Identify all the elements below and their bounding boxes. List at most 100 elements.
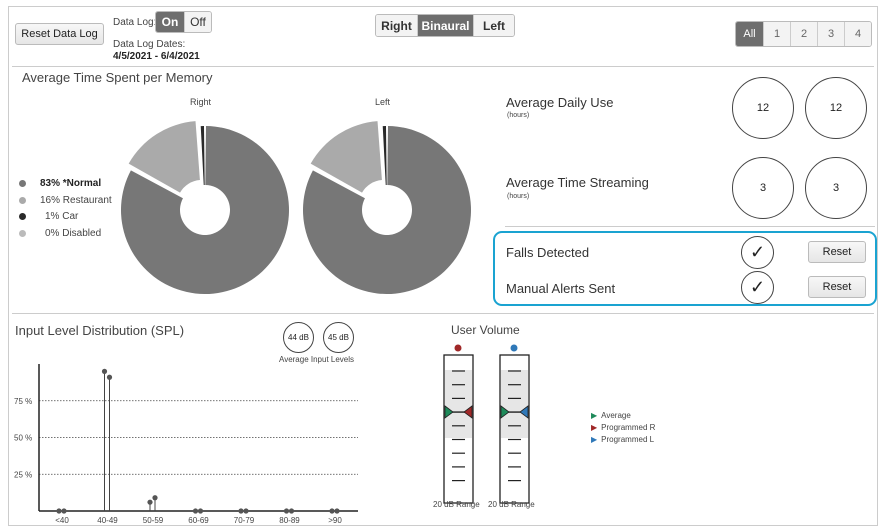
- data-log-off[interactable]: Off: [184, 12, 211, 32]
- legend-label: 0% Disabled: [45, 228, 102, 239]
- pie-slice-normal: [121, 126, 289, 295]
- pie-slice-restaurant: [128, 121, 200, 193]
- bar-point: [192, 508, 199, 514]
- legend-label: Programmed L: [601, 435, 655, 444]
- pie-slice-car: [382, 126, 387, 186]
- alerts-reset-button[interactable]: Reset: [808, 276, 866, 298]
- bar-point: [152, 495, 158, 501]
- data-log-label: Data Log:: [113, 17, 157, 28]
- x-tick-label: 50-59: [143, 516, 164, 525]
- pie-left-title: Left: [375, 97, 391, 107]
- data-log-toggle[interactable]: On Off: [155, 11, 212, 33]
- dashboard-frame: [8, 6, 878, 526]
- range-left-label: 20 dB Range: [488, 500, 535, 509]
- legend-average: ▶ Average: [591, 411, 631, 420]
- streaming-right: 3: [732, 157, 794, 219]
- bar-point: [283, 508, 290, 514]
- user-volume-sliders: [443, 344, 530, 504]
- programmed-marker-icon: [463, 405, 473, 419]
- memory-4[interactable]: 4: [844, 22, 871, 46]
- falls-check-icon: ✓: [741, 236, 774, 269]
- falls-reset-button[interactable]: Reset: [808, 241, 866, 263]
- y-tick-label: 75 %: [14, 397, 32, 406]
- pie-slice-restaurant: [310, 121, 382, 193]
- input-section-title: Input Level Distribution (SPL): [15, 323, 185, 338]
- legend-label: Average: [601, 411, 631, 420]
- daily-use-unit: (hours): [507, 112, 530, 119]
- bar-point: [147, 499, 153, 505]
- daily-use-title: Average Daily Use: [506, 95, 614, 110]
- memory-3[interactable]: 3: [817, 22, 844, 46]
- ear-left[interactable]: Left: [473, 15, 514, 36]
- divider: [505, 226, 875, 227]
- triangle-icon: ▶: [591, 411, 598, 420]
- legend-programmed-r: ▶ Programmed R: [591, 423, 655, 432]
- avg-input-right: 44 dB: [283, 322, 314, 353]
- user-volume-title: User Volume: [451, 323, 520, 337]
- legend-dot: [19, 197, 26, 204]
- legend-dot: [19, 230, 26, 237]
- average-marker-icon: [500, 405, 510, 419]
- legend-label: 83% *Normal: [40, 178, 102, 189]
- data-log-on[interactable]: On: [156, 12, 184, 32]
- legend-item-disabled: 0% Disabled: [19, 228, 101, 239]
- divider: [12, 313, 874, 314]
- y-tick-label: 50 %: [14, 434, 32, 443]
- pie-slice-normal: [303, 126, 471, 295]
- x-tick-label: >90: [328, 516, 342, 525]
- legend-dot: [19, 180, 26, 187]
- daily-use-left: 12: [805, 77, 867, 139]
- x-tick-label: 60-69: [188, 516, 209, 525]
- legend-label: 16% Restaurant: [40, 195, 112, 206]
- triangle-icon: ▶: [591, 435, 598, 444]
- bar-point: [238, 508, 244, 514]
- left-indicator-dot: [510, 344, 518, 352]
- legend-item-normal: 83% *Normal: [19, 178, 101, 189]
- manual-alerts-label: Manual Alerts Sent: [506, 281, 616, 296]
- programmed-marker-icon: [519, 405, 529, 419]
- bar-point: [334, 508, 340, 514]
- volume-range-band: [445, 370, 472, 438]
- triangle-icon: ▶: [591, 423, 598, 432]
- bar-point: [243, 508, 249, 514]
- volume-range-band: [501, 370, 528, 438]
- reset-data-log-button[interactable]: Reset Data Log: [15, 23, 104, 45]
- bar-point: [106, 374, 113, 380]
- x-tick-label: 40-49: [97, 516, 118, 525]
- alerts-highlight-box: [493, 231, 877, 306]
- bar-point: [61, 508, 67, 514]
- average-marker-icon: [444, 405, 454, 419]
- falls-detected-label: Falls Detected: [506, 245, 590, 260]
- streaming-left: 3: [805, 157, 867, 219]
- data-log-dates: 4/5/2021 - 6/4/2021: [113, 51, 200, 62]
- bar-point: [329, 508, 335, 514]
- memory-all[interactable]: All: [736, 22, 763, 46]
- x-tick-label: <40: [55, 516, 69, 525]
- memory-selector[interactable]: All 1 2 3 4: [735, 21, 872, 47]
- pie-slice-car: [200, 126, 205, 186]
- avg-input-left: 45 dB: [323, 322, 354, 353]
- daily-use-right: 12: [732, 77, 794, 139]
- legend-label: Programmed R: [601, 423, 656, 432]
- ear-binaural[interactable]: Binaural: [417, 15, 473, 36]
- legend-dot: [19, 213, 26, 220]
- memory-2[interactable]: 2: [790, 22, 817, 46]
- legend-programmed-l: ▶ Programmed L: [591, 435, 654, 444]
- bar-point: [197, 508, 204, 514]
- ear-selector[interactable]: Right Binaural Left: [375, 14, 515, 37]
- x-tick-label: 80-89: [279, 516, 300, 525]
- avg-input-label: Average Input Levels: [279, 355, 355, 364]
- legend-item-restaurant: 16% Restaurant: [19, 195, 112, 206]
- memory-1[interactable]: 1: [763, 22, 790, 46]
- divider: [12, 66, 874, 67]
- range-right-label: 20 dB Range: [433, 500, 480, 509]
- x-tick-label: 70-79: [234, 516, 255, 525]
- legend-item-car: 1% Car: [19, 211, 78, 222]
- input-level-chart: 25 % 50 % 75 % <40 40-49 50-59 60-69 70-79 80-89…: [14, 364, 358, 525]
- streaming-unit: (hours): [507, 193, 530, 200]
- ear-right[interactable]: Right: [376, 15, 417, 36]
- legend-label: 1% Car: [45, 211, 79, 222]
- streaming-title: Average Time Streaming: [506, 175, 649, 190]
- right-indicator-dot: [454, 344, 462, 352]
- bar-point: [288, 508, 295, 514]
